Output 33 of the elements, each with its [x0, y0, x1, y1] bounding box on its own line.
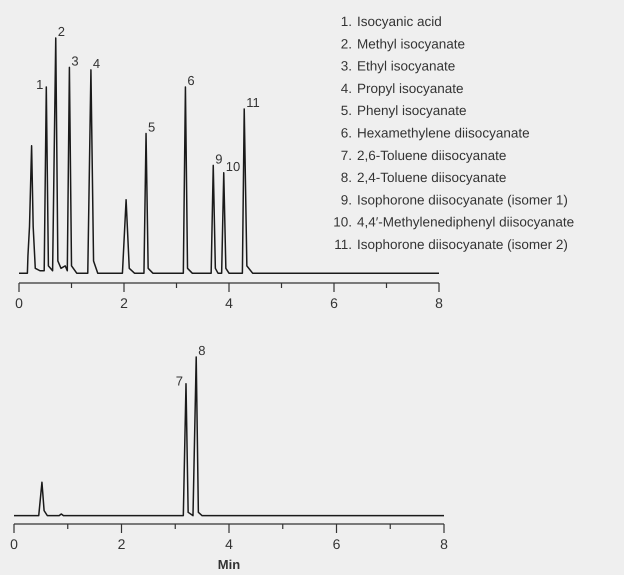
- x-tick-label: 8: [440, 536, 448, 552]
- annotation: 9: [215, 151, 222, 166]
- x-axis-title: Min: [218, 557, 240, 572]
- annotation: 5: [148, 120, 156, 135]
- annotation: 11: [246, 95, 260, 110]
- annotation: 7: [176, 374, 183, 389]
- x-tick-label: 2: [118, 536, 126, 552]
- x-tick-label: 8: [435, 295, 444, 311]
- annotation: 4. Propyl isocyanate: [340, 80, 464, 96]
- annotation: 6. Hexamethylene diisocyanate: [340, 126, 530, 140]
- text: 1. Isocyanic acid: [340, 14, 442, 29]
- annotation: 7. 2,6-Toluene diisocyanate: [340, 148, 506, 163]
- x-tick-label: 2: [120, 295, 128, 311]
- annotation: 5. Phenyl isocyanate: [340, 103, 467, 118]
- annotation: 10: [226, 158, 240, 174]
- annotation: 4: [92, 56, 100, 71]
- annotation: 10. 4,4′-Methylenediphenyl diisocyanate: [333, 214, 574, 230]
- x-tick-label: 4: [225, 295, 234, 311]
- annotation: 6: [187, 73, 195, 88]
- x-tick-label: 0: [10, 536, 18, 552]
- x-tick-label: 6: [330, 295, 338, 311]
- annotation: 9. Isophorone diisocyanate (isomer 1): [340, 192, 568, 208]
- annotation: 1: [36, 77, 44, 92]
- annotation: 2. Methyl isocyanate: [340, 36, 466, 52]
- x-tick-label: 6: [332, 536, 341, 552]
- annotation: 8. 2,4-Toluene diisocyanate: [340, 170, 506, 186]
- annotation: 11. Isophorone diisocyanate (isomer 2): [334, 237, 568, 252]
- annotation: 8: [198, 343, 206, 358]
- annotation: 3: [71, 53, 79, 68]
- annotation: 3. Ethyl isocyanate: [340, 58, 456, 74]
- x-tick-label: 0: [15, 295, 24, 311]
- annotation: 2: [58, 24, 65, 39]
- x-tick-label: 4: [225, 536, 234, 552]
